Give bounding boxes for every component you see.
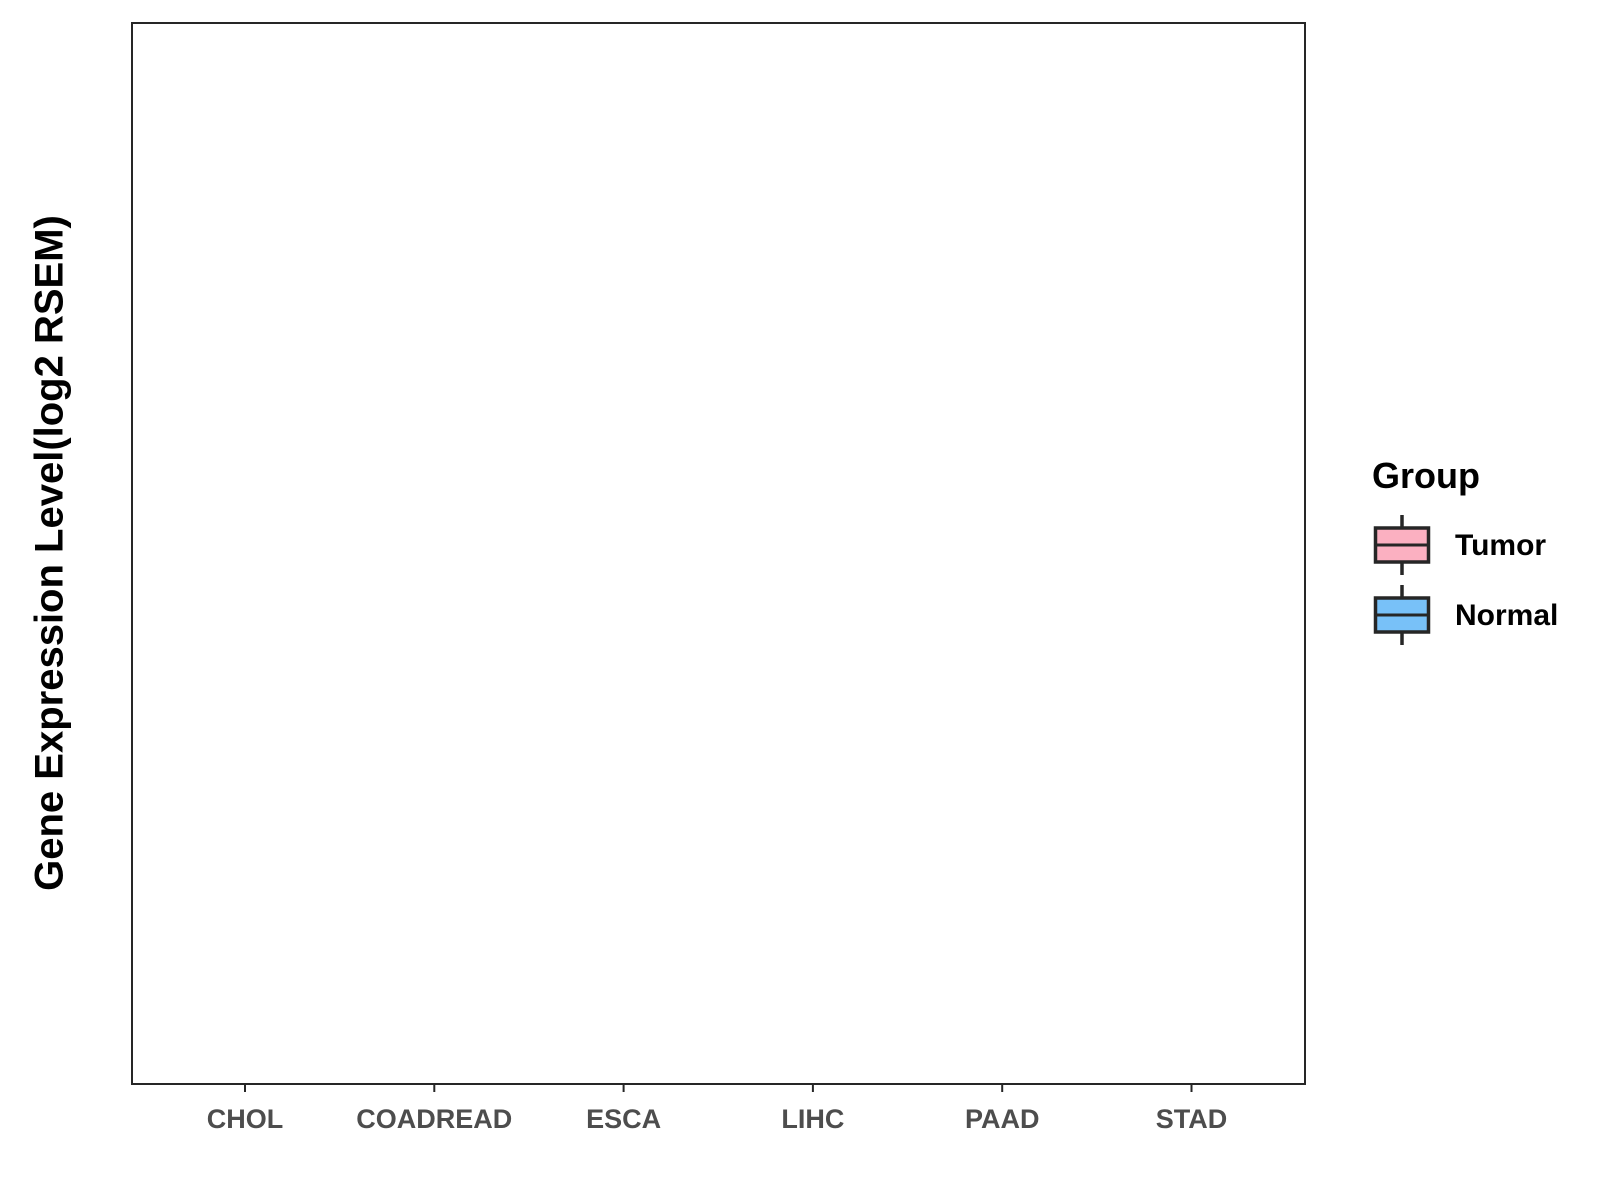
legend-label: Tumor — [1455, 529, 1546, 562]
legend: Group Tumor Normal — [1372, 455, 1558, 645]
x-tick-label: ESCA — [586, 1104, 661, 1134]
x-tick-label: COADREAD — [356, 1104, 512, 1134]
legend-entry-tumor: Tumor — [1373, 515, 1546, 575]
x-tick-label: LIHC — [781, 1104, 844, 1134]
x-tick-label: PAAD — [965, 1104, 1040, 1134]
x-tick-label: STAD — [1156, 1104, 1228, 1134]
legend-title: Group — [1372, 455, 1480, 496]
x-tick-label: CHOL — [207, 1104, 284, 1134]
plot-panel-frame — [131, 22, 1306, 1085]
legend-label: Normal — [1455, 599, 1558, 632]
x-axis: CHOL COADREAD ESCA LIHC PAAD STAD — [207, 1084, 1228, 1134]
y-axis-title: Gene Expression Level(log2 RSEM) — [28, 215, 72, 891]
legend-entry-normal: Normal — [1373, 585, 1558, 645]
